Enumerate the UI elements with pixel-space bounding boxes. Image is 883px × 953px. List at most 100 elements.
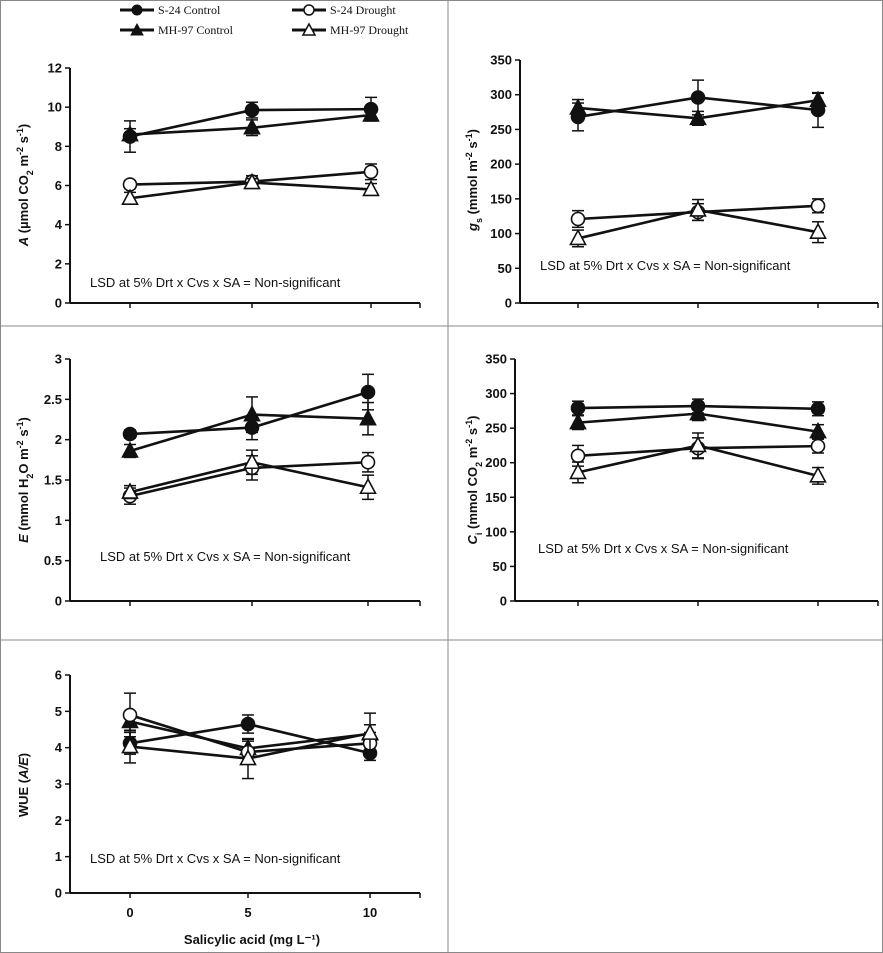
data-point: [359, 477, 377, 495]
y-tick-label: 12: [48, 61, 62, 76]
data-point: [244, 102, 260, 118]
data-point: [569, 462, 587, 480]
data-point: [243, 118, 261, 135]
y-axis-label: gs (mmol m-2 s-1): [464, 129, 484, 232]
data-point: [810, 401, 826, 417]
y-tick-label: 100: [485, 524, 507, 539]
data-point: [122, 426, 138, 442]
y-tick-label: 6: [55, 178, 62, 193]
legend-entry-mh97-drought: MH-97 Drought: [292, 22, 409, 37]
y-tick-label: 2: [55, 256, 62, 271]
data-point: [121, 736, 139, 754]
data-point: [810, 438, 826, 454]
y-tick-label: 50: [493, 559, 507, 574]
y-tick-label: 300: [485, 386, 507, 401]
series-mh-97-drought: [121, 172, 380, 206]
legend-label-s24-drought: S-24 Drought: [330, 3, 396, 17]
chart-top-left: 0 2 4 6 8 10 12 A (µmol CO2 m-2 s-1) LSD at 5% D…: [15, 61, 421, 311]
data-point: [689, 200, 707, 217]
data-point: [570, 211, 586, 227]
data-point: [809, 90, 827, 108]
lsd-annotation: LSD at 5% Drt x Cvs x SA = Non-significa…: [100, 549, 351, 564]
data-point: [243, 452, 261, 470]
legend-entry-mh97-control: MH-97 Control: [120, 22, 234, 37]
x-tick-label: 5: [244, 905, 251, 920]
data-point: [122, 707, 138, 723]
y-tick-label: 5: [55, 704, 62, 719]
filled-circle-marker: [131, 4, 143, 16]
chart-bottom-left: 0 1 2 3 4 5 6 0 5 10 WUE (A/E) LSD at 5% Drt x Cvs …: [16, 668, 421, 920]
legend-entry-s24-control: S-24 Control: [120, 3, 221, 17]
x-tick-label: 0: [126, 905, 133, 920]
data-point: [809, 222, 827, 239]
y-tick-label: 250: [485, 421, 507, 436]
chart-middle-right: 0 50 100 150 200 250 300 350 Ci (mmol CO2 m-2 s-…: [464, 352, 879, 609]
series-mh-97-drought: [121, 449, 377, 501]
y-tick-label: 4: [55, 740, 63, 755]
y-tick-label: 4: [55, 217, 63, 232]
data-point: [121, 188, 139, 206]
y-tick-label: 0: [505, 296, 512, 311]
y-axis-label: WUE (A/E): [16, 753, 31, 817]
y-tick-label: 3: [55, 777, 62, 792]
y-tick-label: 150: [485, 490, 507, 505]
y-tick-label: 200: [485, 455, 507, 470]
y-tick-label: 300: [490, 87, 512, 102]
y-tick-label: 1.5: [44, 473, 62, 488]
y-tick-label: 100: [490, 226, 512, 241]
data-point: [121, 482, 139, 499]
data-point: [809, 466, 827, 483]
series-mh-97-control: [121, 105, 380, 142]
y-tick-label: 0.5: [44, 553, 62, 568]
y-tick-label: 1: [55, 513, 62, 528]
data-point: [570, 400, 586, 416]
filled-triangle-marker: [130, 22, 144, 36]
y-tick-label: 350: [485, 352, 507, 367]
y-tick-label: 2: [55, 813, 62, 828]
series-mh-97-drought: [121, 712, 379, 780]
y-tick-label: 8: [55, 139, 62, 154]
y-axis-label: Ci (mmol CO2 m-2 s-1): [464, 415, 484, 544]
series-s-24-control: [122, 373, 376, 442]
y-tick-label: 6: [55, 668, 62, 683]
lsd-annotation: LSD at 5% Drt x Cvs x SA = Non-significa…: [540, 258, 791, 273]
y-tick-label: 250: [490, 122, 512, 137]
y-tick-label: 1: [55, 849, 62, 864]
x-axis-label: Salicylic acid (mg L⁻¹): [184, 932, 320, 947]
y-tick-label: 50: [498, 261, 512, 276]
y-tick-label: 2: [55, 432, 62, 447]
open-triangle-marker: [301, 22, 317, 36]
y-tick-label: 10: [48, 100, 62, 115]
data-point: [359, 408, 377, 426]
legend-label-mh97-control: MH-97 Control: [158, 23, 234, 37]
lsd-annotation: LSD at 5% Drt x Cvs x SA = Non-significa…: [90, 851, 341, 866]
y-tick-label: 3: [55, 352, 62, 367]
data-point: [689, 403, 707, 421]
lsd-annotation: LSD at 5% Drt x Cvs x SA = Non-significa…: [538, 541, 789, 556]
data-point: [569, 412, 587, 430]
lsd-annotation: LSD at 5% Drt x Cvs x SA = Non-significa…: [90, 275, 341, 290]
y-tick-label: 350: [490, 53, 512, 68]
data-point: [360, 454, 376, 470]
data-point: [361, 723, 379, 740]
y-tick-label: 150: [490, 191, 512, 206]
y-tick-label: 2.5: [44, 392, 62, 407]
data-point: [243, 404, 261, 422]
series-mh-97-control: [569, 90, 827, 127]
data-point: [690, 90, 706, 105]
legend-entry-s24-drought: S-24 Drought: [292, 3, 396, 17]
chart-middle-left: 0 0.5 1 1.5 2 2.5 3 E (mmol H2O m-2 s-1) LSD at …: [15, 352, 421, 609]
y-tick-label: 200: [490, 157, 512, 172]
open-circle-marker: [303, 4, 315, 16]
data-point: [689, 108, 707, 126]
x-tick-label: 10: [363, 905, 377, 920]
series-mh-97-drought: [569, 198, 827, 248]
data-point: [570, 448, 586, 464]
data-point: [809, 421, 827, 439]
series-mh-97-drought: [569, 432, 827, 485]
y-tick-label: 0: [55, 296, 62, 311]
data-point: [569, 98, 587, 115]
y-axis-label: E (mmol H2O m-2 s-1): [15, 417, 35, 543]
